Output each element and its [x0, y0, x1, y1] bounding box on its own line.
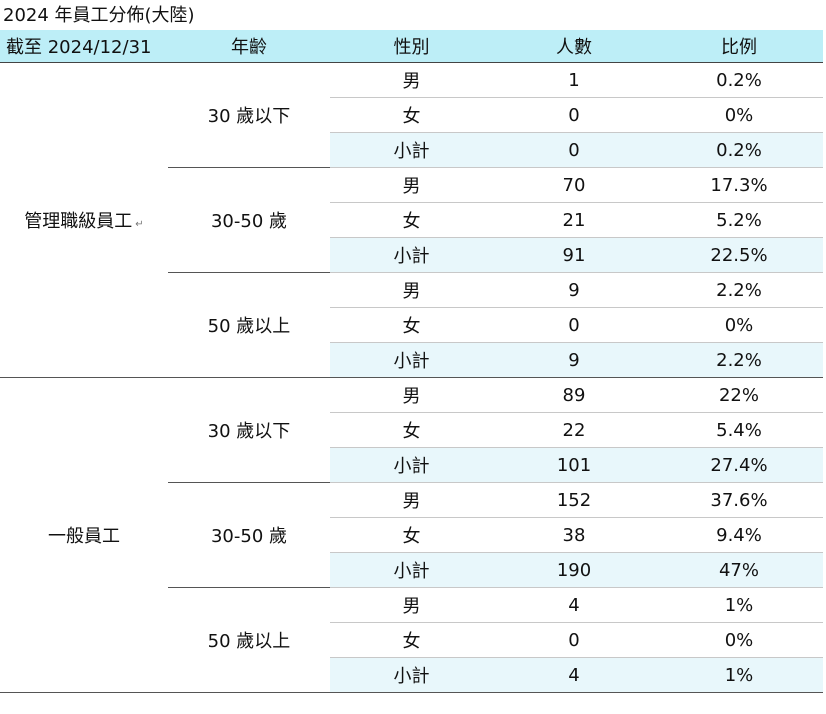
count-cell: 22 [493, 412, 655, 448]
gender-cell: 小計 [330, 657, 493, 693]
ratio-cell: 22.5% [655, 237, 823, 273]
count-cell: 70 [493, 167, 655, 203]
ratio-cell: 9.4% [655, 517, 823, 553]
table-row: 小計 4 1% [0, 657, 823, 693]
header-as-of-date: 截至 2024/12/31 [0, 30, 168, 63]
employee-category-label: 管理職級員工 [24, 211, 133, 232]
gender-cell: 男 [330, 482, 493, 518]
gender-cell: 男 [330, 377, 493, 413]
table-row: 30-50 歲男 152 37.6% [0, 482, 823, 588]
age-group-cell: 50 歲以上 [168, 272, 330, 378]
gender-cell: 女 [330, 412, 493, 448]
age-group-cell: 50 歲以上 [168, 587, 330, 693]
table-row: 小計 91 22.5% [0, 237, 823, 273]
count-cell: 0 [493, 132, 655, 168]
table-row: 管理職級員工 ↵ 30 歲以下男 1 0.2% [0, 62, 823, 378]
gender-cell: 女 [330, 202, 493, 238]
ratio-cell: 1% [655, 657, 823, 693]
age-group-cell: 30 歲以下 [168, 62, 330, 168]
employee-category-label: 一般員工 [48, 526, 120, 547]
page-title: 2024 年員工分佈(大陸) [3, 5, 195, 26]
ratio-cell: 0% [655, 97, 823, 133]
ratio-cell: 22% [655, 377, 823, 413]
employee-distribution-table: 截至 2024/12/31 年齡 性別 人數 比例 管理職級員工 ↵ 30 歲以下男… [0, 30, 823, 693]
count-cell: 89 [493, 377, 655, 413]
header-count: 人數 [493, 30, 655, 63]
ratio-cell: 0% [655, 307, 823, 343]
age-group-cell: 30-50 歲 [168, 482, 330, 588]
ratio-cell: 5.2% [655, 202, 823, 238]
table-row: 50 歲以上男 4 1% [0, 587, 823, 693]
ratio-cell: 5.4% [655, 412, 823, 448]
gender-cell: 男 [330, 587, 493, 623]
count-cell: 152 [493, 482, 655, 518]
table-row: 女 0 0% [0, 97, 823, 133]
header-row: 截至 2024/12/31 年齡 性別 人數 比例 [0, 30, 823, 63]
gender-cell: 小計 [330, 447, 493, 483]
count-cell: 38 [493, 517, 655, 553]
gender-cell: 女 [330, 97, 493, 133]
count-cell: 9 [493, 342, 655, 378]
table-row: 小計 190 47% [0, 552, 823, 588]
table-body: 管理職級員工 ↵ 30 歲以下男 1 0.2% 女 0 0% 小計 0 0.2% 30-50 歲男 70… [0, 62, 823, 693]
gender-cell: 男 [330, 167, 493, 203]
count-cell: 0 [493, 97, 655, 133]
table-row: 女 0 0% [0, 307, 823, 343]
table-row: 30-50 歲男 70 17.3% [0, 167, 823, 273]
table-row: 小計 9 2.2% [0, 342, 823, 378]
ratio-cell: 27.4% [655, 447, 823, 483]
table-row: 女 0 0% [0, 622, 823, 658]
gender-cell: 小計 [330, 342, 493, 378]
ratio-cell: 47% [655, 552, 823, 588]
table-row: 女 22 5.4% [0, 412, 823, 448]
ratio-cell: 0.2% [655, 132, 823, 168]
gender-cell: 女 [330, 307, 493, 343]
ratio-cell: 0.2% [655, 62, 823, 98]
ratio-cell: 0% [655, 622, 823, 658]
header-age: 年齡 [168, 30, 330, 63]
table-row: 女 21 5.2% [0, 202, 823, 238]
employee-category-cell: 一般員工 [0, 377, 168, 693]
table-row: 50 歲以上男 9 2.2% [0, 272, 823, 378]
gender-cell: 小計 [330, 237, 493, 273]
count-cell: 9 [493, 272, 655, 308]
count-cell: 190 [493, 552, 655, 588]
employee-category-cell: 管理職級員工 ↵ [0, 62, 168, 378]
ratio-cell: 17.3% [655, 167, 823, 203]
header-ratio: 比例 [655, 30, 823, 63]
header-gender: 性別 [330, 30, 493, 63]
ratio-cell: 1% [655, 587, 823, 623]
gender-cell: 男 [330, 272, 493, 308]
count-cell: 4 [493, 587, 655, 623]
gender-cell: 男 [330, 62, 493, 98]
table-row: 一般員工 30 歲以下男 89 22% [0, 377, 823, 693]
table-row: 小計 0 0.2% [0, 132, 823, 168]
gender-cell: 女 [330, 517, 493, 553]
age-group-cell: 30-50 歲 [168, 167, 330, 273]
table-row: 小計 101 27.4% [0, 447, 823, 483]
count-cell: 0 [493, 622, 655, 658]
count-cell: 21 [493, 202, 655, 238]
count-cell: 101 [493, 447, 655, 483]
count-cell: 4 [493, 657, 655, 693]
ratio-cell: 2.2% [655, 272, 823, 308]
return-mark-icon: ↵ [135, 219, 144, 230]
ratio-cell: 2.2% [655, 342, 823, 378]
gender-cell: 女 [330, 622, 493, 658]
count-cell: 1 [493, 62, 655, 98]
gender-cell: 小計 [330, 132, 493, 168]
age-group-cell: 30 歲以下 [168, 377, 330, 483]
count-cell: 91 [493, 237, 655, 273]
table-row: 女 38 9.4% [0, 517, 823, 553]
table-header: 截至 2024/12/31 年齡 性別 人數 比例 [0, 30, 823, 63]
gender-cell: 小計 [330, 552, 493, 588]
ratio-cell: 37.6% [655, 482, 823, 518]
count-cell: 0 [493, 307, 655, 343]
